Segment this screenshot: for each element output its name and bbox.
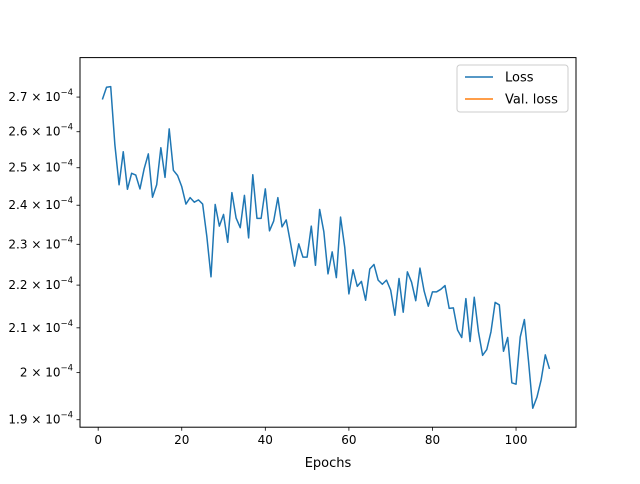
y-tick-exponent: −4	[60, 235, 73, 245]
x-tick-label: 40	[258, 433, 273, 447]
y-tick-base: × 10	[28, 161, 61, 175]
y-tick-mantissa: 1.9	[8, 413, 27, 427]
x-tick-label: 20	[174, 433, 189, 447]
plot-lines	[102, 87, 549, 409]
legend: Loss Val. loss	[457, 65, 568, 112]
y-tick-base: × 10	[28, 125, 61, 139]
y-tick-exponent: −4	[60, 159, 73, 169]
x-axis-label: Epochs	[305, 456, 352, 471]
y-tick-label: 1.9 × 10−4	[8, 411, 73, 427]
y-tick-base: × 10	[28, 90, 61, 104]
y-tick-mantissa: 2.5	[8, 161, 27, 175]
y-tick-label: 2.4 × 10−4	[8, 196, 73, 212]
y-tick-exponent: −4	[60, 123, 73, 133]
y-tick-exponent: −4	[60, 196, 73, 206]
legend-label: Loss	[505, 71, 534, 86]
y-tick-exponent: −4	[60, 364, 73, 374]
y-tick-base: × 10	[28, 413, 61, 427]
y-tick-mantissa: 2.3	[8, 237, 27, 251]
y-tick-label: 2.6 × 10−4	[8, 123, 73, 139]
y-tick-label: 2.7 × 10−4	[8, 88, 73, 104]
legend-label: Val. loss	[505, 93, 558, 108]
x-tick-label: 100	[505, 433, 528, 447]
x-tick-label: 0	[94, 433, 102, 447]
y-tick-mantissa: 2	[20, 366, 28, 380]
x-tick-label: 80	[425, 433, 440, 447]
y-tick-exponent: −4	[60, 411, 73, 421]
y-tick-mantissa: 2.2	[8, 278, 27, 292]
x-tick-label: 60	[341, 433, 356, 447]
y-tick-label: 2.1 × 10−4	[8, 319, 73, 335]
y-tick-base: × 10	[28, 198, 61, 212]
y-tick-exponent: −4	[60, 88, 73, 98]
y-tick-base: × 10	[28, 278, 61, 292]
y-tick-label: 2.3 × 10−4	[8, 235, 73, 251]
y-tick-exponent: −4	[60, 319, 73, 329]
y-tick-mantissa: 2.4	[8, 198, 27, 212]
series-line	[102, 87, 549, 409]
y-tick-mantissa: 2.7	[8, 90, 27, 104]
y-tick-mantissa: 2.1	[8, 321, 27, 335]
y-tick-base: × 10	[28, 366, 61, 380]
y-tick-base: × 10	[28, 237, 61, 251]
y-tick-mantissa: 2.6	[8, 125, 27, 139]
y-tick-label: 2 × 10−4	[20, 364, 73, 380]
y-tick-exponent: −4	[60, 276, 73, 286]
y-tick-base: × 10	[28, 321, 61, 335]
y-tick-label: 2.2 × 10−4	[8, 276, 73, 292]
y-tick-label: 2.5 × 10−4	[8, 159, 73, 175]
plot-frame	[80, 58, 576, 428]
